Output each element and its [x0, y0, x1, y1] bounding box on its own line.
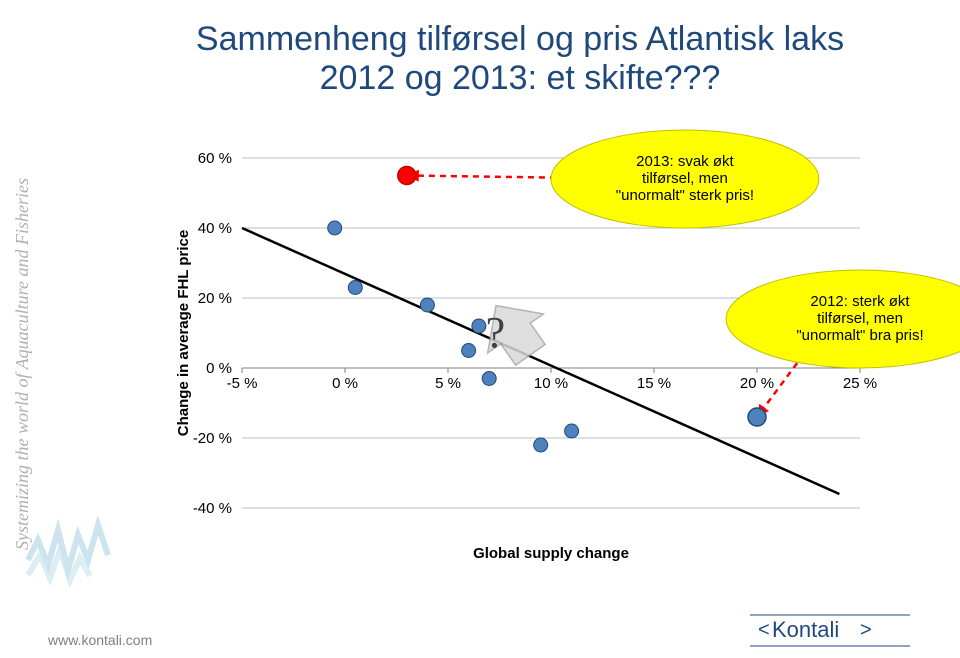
svg-text:-5 %: -5 %: [227, 375, 258, 392]
svg-text:5 %: 5 %: [435, 375, 461, 392]
callout-2012-line: tilførsel, men: [817, 310, 903, 327]
callout-2013-line: tilførsel, men: [642, 170, 728, 187]
svg-text:<: <: [758, 619, 770, 641]
title-block: Sammenheng tilførsel og pris Atlantisk l…: [120, 20, 920, 98]
svg-text:>: >: [860, 619, 872, 641]
sidebar-decoration: [28, 510, 118, 590]
svg-text:20 %: 20 %: [740, 375, 774, 392]
callout-2012-line: 2012: sterk økt: [810, 293, 910, 310]
y-axis-label: Change in average FHL price: [175, 230, 192, 436]
svg-text:60 %: 60 %: [198, 150, 232, 167]
slide: Sammenheng tilførsel og pris Atlantisk l…: [0, 0, 960, 658]
svg-text:20 %: 20 %: [198, 290, 232, 307]
question-mark: ?: [486, 308, 506, 357]
logo-text: Kontali: [772, 617, 839, 642]
x-axis-label: Global supply change: [473, 545, 629, 562]
svg-text:0 %: 0 %: [332, 375, 358, 392]
sidebar-tagline: Systemizing the world of Aquaculture and…: [12, 178, 33, 550]
callout-2012-line: "unormalt" bra pris!: [796, 327, 923, 344]
svg-text:10 %: 10 %: [534, 375, 568, 392]
title-line-1: Sammenheng tilførsel og pris Atlantisk l…: [120, 20, 920, 59]
svg-text:-40 %: -40 %: [193, 500, 232, 517]
point-2013: [398, 167, 416, 185]
footer-url: www.kontali.com: [48, 632, 152, 648]
point-2012: [748, 408, 766, 426]
svg-text:-20 %: -20 %: [193, 430, 232, 447]
svg-text:25 %: 25 %: [843, 375, 877, 392]
scatter-chart: -40 %-20 %0 %20 %40 %60 %-5 %0 %5 %10 %1…: [170, 140, 890, 570]
callout-2013-line: "unormalt" sterk pris!: [616, 187, 754, 204]
title-line-2: 2012 og 2013: et skifte???: [120, 59, 920, 98]
kontali-logo: < Kontali >: [750, 612, 910, 648]
svg-text:15 %: 15 %: [637, 375, 671, 392]
svg-text:40 %: 40 %: [198, 220, 232, 237]
callout-2013-line: 2013: svak økt: [636, 153, 734, 170]
